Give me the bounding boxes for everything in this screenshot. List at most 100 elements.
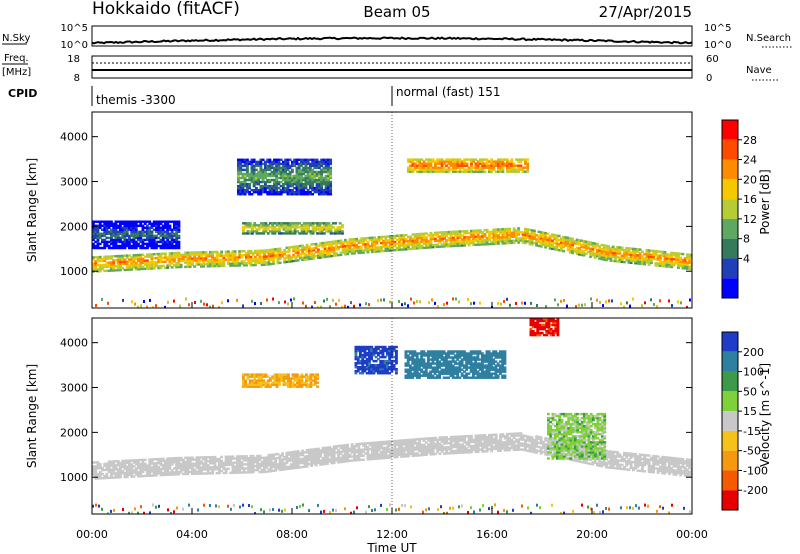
power-cell-81	[119, 256, 122, 260]
power-cell-3240	[311, 158, 315, 162]
power-cell-440	[247, 258, 251, 261]
power-cell-266	[186, 259, 190, 263]
power-cell-1239	[517, 231, 521, 234]
power-cell-1719	[681, 267, 685, 270]
power-cell-1927	[320, 222, 324, 225]
velocity-cell-674	[296, 454, 300, 457]
power-cell-1379	[566, 246, 570, 250]
velocity-cell-1129	[429, 441, 433, 444]
power-cell-245	[177, 253, 181, 257]
velocity-cell-997	[393, 454, 397, 457]
power-cell-2395	[114, 236, 118, 240]
power-cell-354	[215, 258, 219, 262]
power-cell-2804	[246, 172, 249, 176]
power-cell-302	[197, 253, 201, 256]
power-cell-2829	[250, 172, 254, 176]
power-cell-2885	[259, 174, 263, 178]
velocity-cell-584	[269, 455, 273, 459]
velocity-cell-14	[96, 477, 100, 480]
power-cell-2843	[252, 176, 256, 180]
power-cell-3020	[279, 168, 283, 172]
velocity-cell-321	[188, 460, 192, 464]
power-cell-1085	[467, 243, 471, 247]
velocity-cell-1329	[490, 447, 494, 451]
power-cell-1275	[530, 237, 534, 240]
power-cell-850	[389, 245, 392, 248]
velocity-cell-1260	[470, 448, 473, 452]
power-cell-2504	[134, 244, 138, 248]
velocity-cell-610	[278, 460, 282, 464]
power-cell-405	[233, 260, 237, 263]
power-cell-2715	[175, 234, 179, 238]
velocity-cell-979	[386, 444, 390, 447]
power-cell-2582	[150, 244, 154, 248]
velocity-cell-1227	[458, 437, 462, 440]
power-ytick-label-3: 4000	[60, 131, 88, 144]
power-cell-1913	[316, 228, 320, 231]
power-cell-2461	[125, 226, 129, 230]
velocity-cell-541	[258, 470, 262, 474]
velocity-cell-795	[332, 457, 336, 461]
power-cell-2080	[449, 168, 453, 171]
velocity-cell-741	[317, 455, 320, 459]
power-cell-3124	[295, 168, 299, 172]
power-cell-2700	[173, 240, 176, 244]
power-cell-1621	[647, 261, 651, 264]
power-cell-934	[416, 239, 419, 242]
velocity-cell-925	[373, 455, 377, 459]
power-cell-3334	[327, 190, 330, 194]
power-cell-694	[335, 246, 338, 249]
velocity-cell-1143	[434, 444, 437, 448]
velocity-cell-290	[179, 462, 183, 466]
power-cell-1884	[302, 226, 306, 229]
velocity-cell-846	[346, 445, 350, 449]
velocity-cell-274	[175, 463, 179, 466]
power-cell-398	[231, 258, 235, 261]
power-cell-1856	[289, 224, 293, 227]
velocity-cell-280	[177, 466, 181, 470]
power-cell-2739	[237, 184, 240, 188]
power-cell-2667	[166, 236, 170, 240]
power-cell-2513	[134, 224, 138, 228]
velocity-cell-1070	[411, 440, 415, 443]
velocity-cell-892	[362, 450, 365, 453]
power-cell-320	[204, 257, 208, 260]
power-cell-371	[220, 250, 224, 254]
power-cell-3222	[309, 164, 312, 168]
velocity-cell-465	[236, 469, 239, 472]
power-cell-935	[416, 237, 419, 240]
power-cell-2358	[107, 240, 111, 244]
velocity-cell-724	[312, 456, 316, 459]
power-cell-1732	[686, 265, 689, 268]
power-cell-3308	[322, 178, 326, 182]
power-cell-3145	[297, 158, 301, 162]
power-cell-2532	[139, 230, 143, 234]
velocity-cell-370	[204, 468, 208, 471]
power-cell-388	[227, 250, 230, 253]
power-cell-553	[285, 246, 289, 250]
velocity-cell-1111	[425, 449, 428, 452]
power-cell-2012	[422, 162, 426, 165]
power-cell-1460	[593, 246, 597, 249]
power-cell-286	[193, 259, 197, 262]
power-cell-3183	[304, 180, 308, 184]
power-cell-3317	[324, 190, 328, 194]
velocity-cell-295	[182, 466, 185, 470]
power-cell-962	[425, 240, 428, 243]
power-cell-1427	[582, 250, 586, 253]
power-cell-960	[425, 244, 428, 247]
power-cell-2864	[255, 160, 258, 164]
power-cell-88	[121, 254, 125, 258]
power-cell-1829	[278, 224, 281, 227]
power-cell-687	[332, 248, 336, 251]
velocity-cell-1061	[409, 440, 413, 444]
power-cell-1469	[598, 257, 602, 260]
power-cell-1209	[508, 241, 512, 245]
power-cell-2339	[103, 230, 107, 234]
power-cell-1619	[645, 249, 649, 252]
power-cell-146	[141, 259, 145, 263]
power-cell-1466	[596, 248, 599, 252]
power-cell-453	[251, 259, 255, 263]
power-cell-3315	[322, 158, 326, 162]
velocity-cell-500	[245, 457, 248, 460]
